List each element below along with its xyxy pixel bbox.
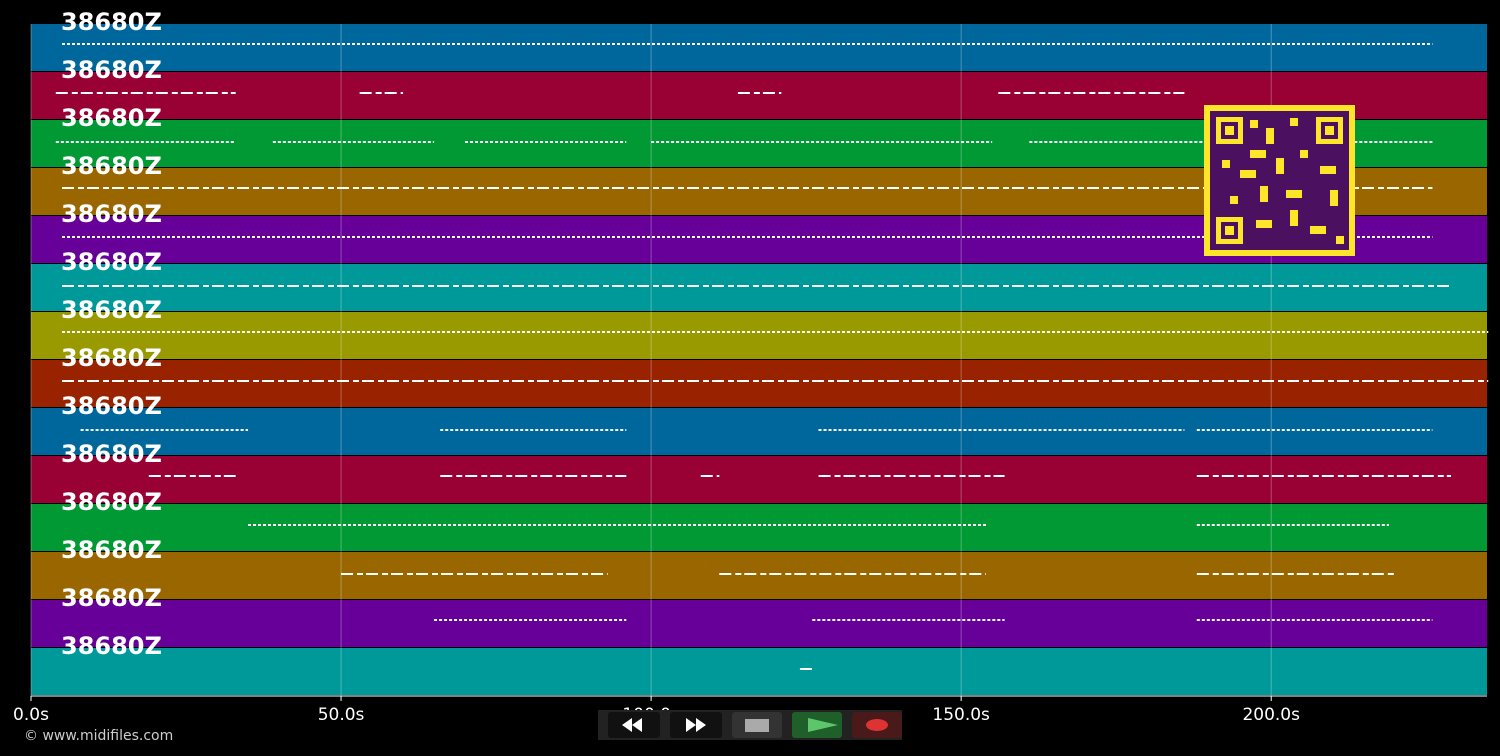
track-row xyxy=(31,264,1487,311)
track-label: 38680Z xyxy=(61,200,162,228)
record-button[interactable] xyxy=(852,712,902,738)
track-row xyxy=(31,360,1487,407)
stop-button[interactable] xyxy=(732,712,782,738)
track-row xyxy=(31,312,1487,359)
x-tick-label: 150.0s xyxy=(932,705,990,725)
track-row xyxy=(31,600,1487,647)
track-label: 38680Z xyxy=(61,344,162,372)
track-label: 38680Z xyxy=(61,392,162,420)
x-tick-label: 0.0s xyxy=(13,705,49,725)
track-label: 38680Z xyxy=(61,584,162,612)
qr-code xyxy=(1204,105,1355,256)
track-label: 38680Z xyxy=(61,152,162,180)
x-tick-label: 50.0s xyxy=(318,705,365,725)
track-label: 38680Z xyxy=(61,56,162,84)
track-row xyxy=(31,552,1487,599)
track-label: 38680Z xyxy=(61,104,162,132)
track-label: 38680Z xyxy=(61,632,162,660)
track-label: 38680Z xyxy=(61,248,162,276)
x-tick-label: 200.0s xyxy=(1242,705,1300,725)
track-label: 38680Z xyxy=(61,296,162,324)
track-row xyxy=(31,408,1487,455)
copyright: © www.midifiles.com xyxy=(24,728,173,744)
track-label: 38680Z xyxy=(61,488,162,516)
track-row xyxy=(31,648,1487,695)
transport-controls xyxy=(598,710,902,740)
track-label: 38680Z xyxy=(61,440,162,468)
track-row xyxy=(31,24,1487,71)
track-label: 38680Z xyxy=(61,536,162,564)
track-label: 38680Z xyxy=(61,8,162,36)
track-row xyxy=(31,456,1487,503)
forward-button[interactable] xyxy=(670,712,722,738)
play-button[interactable] xyxy=(792,712,842,738)
track-row xyxy=(31,504,1487,551)
rewind-button[interactable] xyxy=(608,712,660,738)
